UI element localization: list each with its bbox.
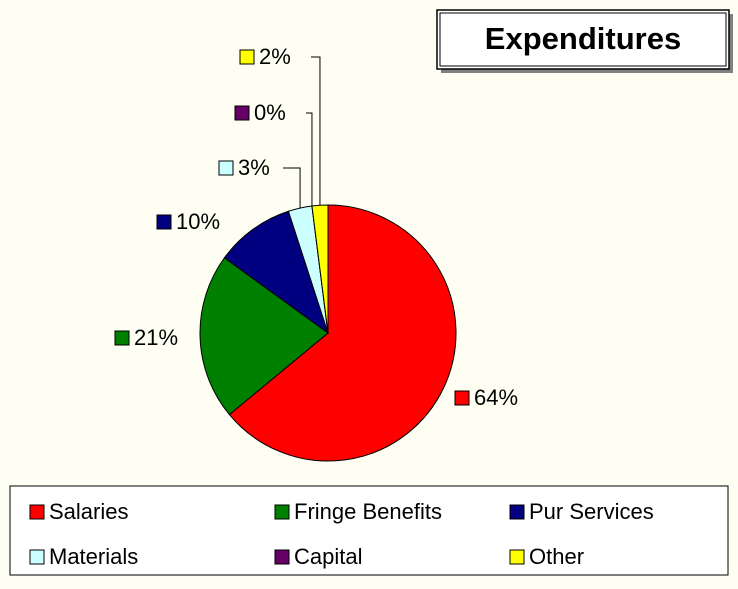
leader-line [283,167,301,209]
legend-label: Materials [49,544,138,569]
legend-swatch [274,504,290,520]
legend-swatch [29,549,45,565]
legend-label: Capital [294,544,362,569]
data-label: 2% [259,44,291,69]
legend-label: Pur Services [529,499,654,524]
legend-box [9,485,729,576]
label-swatch [156,214,172,230]
legend-label: Salaries [49,499,128,524]
title-box [436,9,730,70]
data-label: 21% [134,325,178,350]
legend-label: Other [529,544,584,569]
pie-slice [199,257,329,416]
title-box-inner [439,12,727,67]
label-swatch [454,390,470,406]
data-label: 0% [254,100,286,125]
data-label: 3% [238,155,270,180]
legend-swatch [274,549,290,565]
leader-line [306,112,313,207]
legend-swatch [509,504,525,520]
legend-swatch [509,549,525,565]
label-swatch [218,160,234,176]
data-label: 10% [176,209,220,234]
pie-slice [223,210,329,335]
legend-label: Fringe Benefits [294,499,442,524]
leader-line [311,56,321,206]
label-swatch [234,105,250,121]
pie-slice [228,204,457,462]
legend-swatch [29,504,45,520]
data-label: 64% [474,385,518,410]
label-swatch [239,49,255,65]
chart-title: Expenditures [485,21,681,56]
label-swatch [114,330,130,346]
